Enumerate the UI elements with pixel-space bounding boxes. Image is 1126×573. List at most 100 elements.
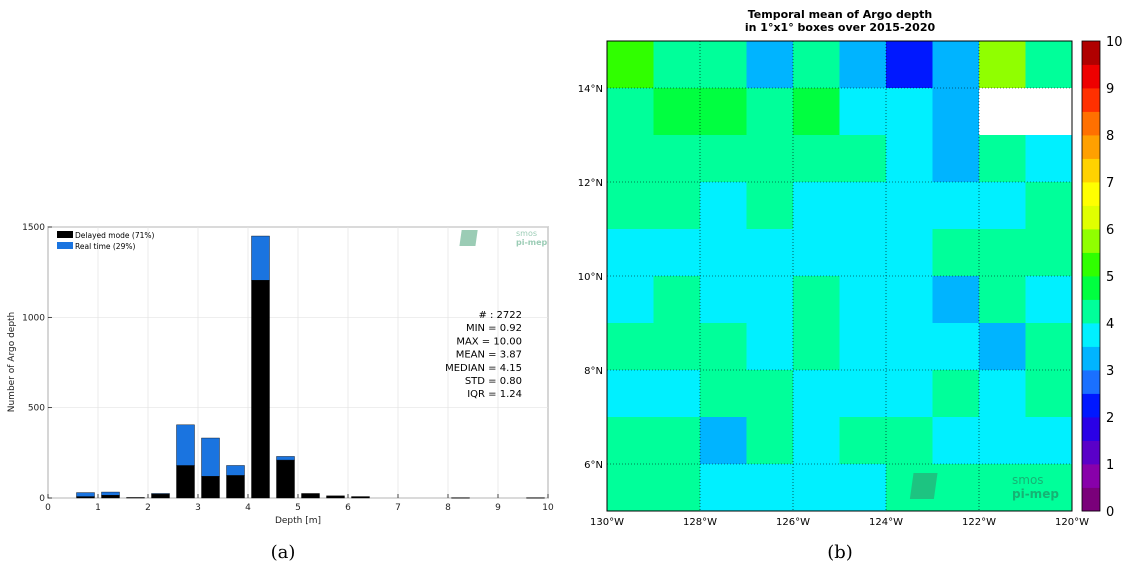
colorbar-segment: [1082, 205, 1100, 230]
heatmap-cell: [979, 464, 1026, 512]
x-axis-label-a: Depth [m]: [275, 516, 321, 526]
panel-a-histogram: 0 1 2 3 4 5 6 7 8 9 10 0 500 1000 1500 Depth [m] Numb…: [7, 223, 554, 526]
heatmap-cell: [979, 417, 1026, 465]
heatmap-cell: [1025, 370, 1073, 418]
bar-delayed-mode: [276, 459, 295, 499]
heatmap-cell: [607, 370, 654, 418]
x-tick-label: 120°W: [1055, 517, 1089, 528]
x-ticks-b: 130°W 128°W 126°W 124°W 122°W 120°W: [590, 517, 1089, 528]
heatmap-cell: [1025, 41, 1073, 89]
bar-delayed-mode: [301, 493, 320, 499]
x-tick-label: 126°W: [776, 517, 810, 528]
bar-delayed-mode: [201, 476, 220, 499]
heatmap-cell: [886, 276, 933, 324]
heatmap-cell: [1025, 464, 1073, 512]
heatmap-cell: [839, 182, 887, 230]
colorbar-segment: [1082, 346, 1100, 371]
colorbar-frame: [1081, 40, 1101, 512]
bar-real-time: [251, 235, 270, 281]
heatmap-cell: [839, 88, 887, 136]
x-tick-label: 128°W: [683, 517, 717, 528]
bar-delayed-mode: [326, 495, 345, 499]
heatmap-cell: [979, 41, 1026, 89]
heatmap-cell: [886, 41, 933, 89]
heatmap-title-line1: Temporal mean of Argo depth: [748, 8, 933, 21]
y-tick-label: 500: [28, 404, 45, 414]
stat-line: STD = 0.80: [465, 376, 522, 387]
heatmap-cell: [653, 135, 701, 183]
x-tick-label: 6: [345, 503, 351, 513]
heatmap-cell: [886, 135, 933, 183]
x-tick-label: 5: [295, 503, 301, 513]
heatmap-cell: [746, 229, 794, 277]
y-tick-label: 1000: [22, 313, 45, 323]
colorbar-segment: [1082, 229, 1100, 253]
colorbar-tick-label: 0: [1106, 505, 1114, 520]
colorbar-segment: [1082, 135, 1100, 159]
x-tick-label: 10: [542, 503, 554, 513]
grid-b: [607, 41, 1072, 511]
bar-delayed-mode: [151, 493, 170, 499]
heatmap-cell: [746, 182, 794, 230]
bar-real-time: [176, 424, 195, 466]
heatmap-cell: [793, 276, 840, 324]
colorbar-segment: [1082, 440, 1100, 465]
x-tick-label: 122°W: [962, 517, 996, 528]
bar-delayed-mode: [351, 496, 370, 499]
bar-delayed-mode: [526, 497, 545, 499]
heatmap-cell: [746, 41, 794, 89]
colorbar-segment: [1082, 464, 1100, 488]
stat-line: MAX = 10.00: [456, 336, 522, 347]
heatmap-cell: [979, 88, 1026, 136]
heatmap-cell: [793, 464, 840, 512]
heatmap-cell: [607, 464, 654, 512]
heatmap-cell: [839, 229, 887, 277]
bar-real-time: [226, 465, 245, 476]
heatmap-cell: [793, 417, 840, 465]
bar-real-time: [76, 492, 95, 497]
bar-real-time: [101, 491, 120, 496]
bar-delayed-mode: [451, 497, 470, 499]
watermark-text-smos-b: smos: [1012, 473, 1044, 487]
heatmap-cell: [839, 276, 887, 324]
y-tick-label: 10°N: [578, 272, 603, 283]
heatmap-cell: [700, 370, 747, 418]
y-tick-label: 1500: [22, 223, 45, 233]
legend-swatch-delayed: [57, 231, 73, 238]
heatmap-cell: [979, 182, 1026, 230]
heatmap-cell: [932, 464, 980, 512]
heatmap-cell: [932, 370, 980, 418]
heatmap-cell: [746, 135, 794, 183]
watermark-text-pimep-a: pi-mep: [516, 238, 548, 247]
panel-label-b: (b): [827, 542, 853, 563]
colorbar-segment: [1082, 64, 1100, 89]
heatmap-cell: [932, 417, 980, 465]
heatmap-cell: [839, 370, 887, 418]
heatmap-cell: [653, 370, 701, 418]
colorbar-segment: [1082, 111, 1100, 136]
heatmap-cell: [793, 88, 840, 136]
heatmap-cell: [839, 323, 887, 371]
stat-line: MEAN = 3.87: [456, 350, 522, 361]
stats-box-a: # : 2722 MIN = 0.92 MAX = 10.00 MEAN = 3.87…: [445, 310, 522, 400]
heatmap-cell: [839, 464, 887, 512]
heatmap-cell: [886, 88, 933, 136]
heatmap-cell: [839, 41, 887, 89]
colorbar-tick-label: 6: [1106, 223, 1114, 238]
heatmap-cell: [746, 276, 794, 324]
heatmap-cells: [607, 41, 1073, 512]
bar-delayed-mode: [251, 280, 270, 499]
colorbar-tick-label: 2: [1106, 411, 1114, 426]
heatmap-cell: [607, 229, 654, 277]
watermark-text-pimep-b: pi-mep: [1012, 487, 1059, 501]
heatmap-cell: [1025, 229, 1073, 277]
colorbar-segment: [1082, 417, 1100, 441]
legend-label-delayed: Delayed mode (71%): [75, 231, 155, 240]
colorbar-segment: [1082, 323, 1100, 347]
heatmap-cell: [793, 229, 840, 277]
legend-swatch-realtime: [57, 242, 73, 249]
heatmap-cell: [700, 464, 747, 512]
colorbar-segment: [1082, 252, 1100, 277]
heatmap-cell: [607, 417, 654, 465]
heatmap-cell: [932, 276, 980, 324]
